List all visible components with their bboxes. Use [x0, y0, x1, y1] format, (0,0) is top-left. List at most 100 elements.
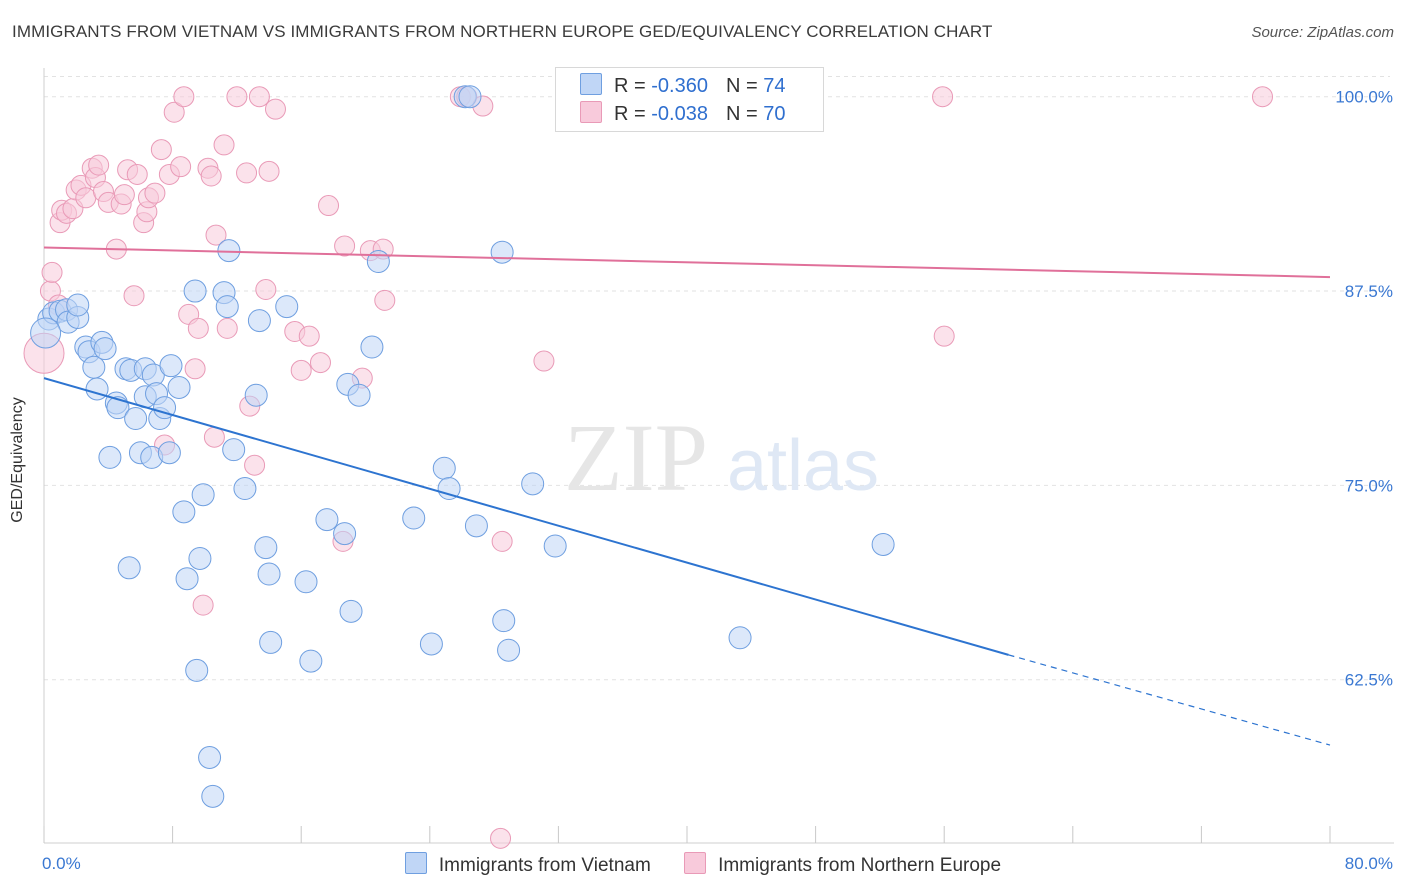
- data-point: [318, 195, 340, 217]
- tick-labels: 62.5% 75.0% 87.5% 100.0% 0.0% 80.0%: [42, 88, 1393, 873]
- data-point: [491, 530, 513, 552]
- data-point: [309, 352, 331, 374]
- data-point: [299, 649, 323, 673]
- data-point: [236, 162, 258, 184]
- data-point: [497, 638, 521, 662]
- data-point: [113, 184, 135, 206]
- stats-legend: R = -0.360 N = 74 R = -0.038 N = 70: [555, 67, 824, 132]
- data-point: [41, 261, 63, 283]
- legend-row-vietnam: R = -0.360 N = 74: [580, 73, 785, 99]
- data-point: [205, 224, 227, 246]
- data-point: [98, 445, 122, 469]
- data-point: [159, 354, 183, 378]
- data-point: [432, 456, 456, 480]
- data-point: [244, 454, 266, 476]
- data-point: [144, 182, 166, 204]
- legend-r-value: -0.038: [651, 103, 708, 125]
- data-point: [175, 567, 199, 591]
- trend-line-extension: [1008, 654, 1331, 746]
- data-point: [167, 375, 191, 399]
- legend-item-northern-europe[interactable]: Immigrants from Northern Europe: [684, 852, 1001, 877]
- data-point: [360, 335, 384, 359]
- data-point: [123, 285, 145, 307]
- legend-swatch-blue: [580, 73, 602, 95]
- data-point: [200, 165, 222, 187]
- legend-r-value: -0.360: [651, 75, 708, 97]
- data-point: [191, 483, 215, 507]
- data-point: [543, 534, 567, 558]
- data-point: [233, 477, 257, 501]
- data-point: [366, 250, 390, 274]
- data-point: [213, 134, 235, 156]
- data-point: [185, 658, 209, 682]
- data-point: [172, 500, 196, 524]
- axes: [43, 68, 1394, 844]
- data-point: [226, 86, 248, 108]
- data-point: [183, 279, 207, 303]
- data-point: [492, 609, 516, 633]
- data-point: [402, 506, 426, 530]
- data-point: [188, 546, 212, 570]
- data-point: [437, 477, 461, 501]
- legend-swatch-blue: [404, 852, 427, 874]
- x-tick-label: 80.0%: [1345, 854, 1393, 873]
- data-point: [163, 101, 185, 123]
- data-point: [153, 396, 177, 420]
- data-point: [184, 358, 206, 380]
- data-point: [82, 355, 106, 379]
- legend-r-label: R =: [614, 103, 652, 125]
- y-tick-label: 100.0%: [1335, 88, 1393, 107]
- data-point: [458, 85, 482, 109]
- legend-swatch-pink: [684, 852, 707, 874]
- y-tick-label: 87.5%: [1345, 282, 1393, 301]
- y-tick-label: 75.0%: [1345, 476, 1393, 495]
- data-point: [333, 522, 357, 546]
- data-point: [294, 570, 318, 594]
- data-point: [374, 289, 396, 311]
- trend-line: [43, 377, 1009, 656]
- data-point: [728, 626, 752, 650]
- legend-item-label: Immigrants from Vietnam: [438, 855, 651, 876]
- data-point: [244, 383, 268, 407]
- data-point: [521, 472, 545, 496]
- data-point: [187, 317, 209, 339]
- data-point: [255, 279, 277, 301]
- y-axis-label: GED/Equivalency: [9, 397, 26, 523]
- data-point: [334, 235, 356, 257]
- data-point: [150, 139, 172, 161]
- legend-n-value: 74: [763, 75, 786, 97]
- data-point: [198, 745, 222, 769]
- data-point: [490, 827, 512, 849]
- data-point: [66, 293, 90, 317]
- data-point: [257, 562, 281, 586]
- data-point: [215, 295, 239, 319]
- data-point: [254, 536, 278, 560]
- data-point: [871, 532, 895, 556]
- data-point: [298, 325, 320, 347]
- data-point: [173, 86, 195, 108]
- data-point: [275, 295, 299, 319]
- data-point: [490, 240, 514, 264]
- legend-swatch-pink: [580, 101, 602, 123]
- data-point: [933, 325, 955, 347]
- legend-n-value: 70: [763, 103, 786, 125]
- data-point: [932, 86, 954, 108]
- data-point: [93, 337, 117, 361]
- data-point: [247, 309, 271, 333]
- legend-r-label: R =: [614, 75, 652, 97]
- legend-n-label: N =: [725, 103, 764, 125]
- data-point: [75, 187, 97, 209]
- data-point: [85, 377, 109, 401]
- watermark: ZIP atlas: [564, 404, 879, 511]
- x-tick-label: 0.0%: [42, 854, 81, 873]
- legend-n-label: N =: [725, 75, 764, 97]
- series-vietnam: [30, 85, 895, 808]
- y-tick-label: 62.5%: [1345, 671, 1393, 690]
- data-point: [347, 383, 371, 407]
- data-point: [222, 438, 246, 462]
- legend-item-vietnam[interactable]: Immigrants from Vietnam: [404, 852, 651, 877]
- data-point: [117, 556, 141, 580]
- data-point: [106, 396, 130, 420]
- data-point: [315, 508, 339, 532]
